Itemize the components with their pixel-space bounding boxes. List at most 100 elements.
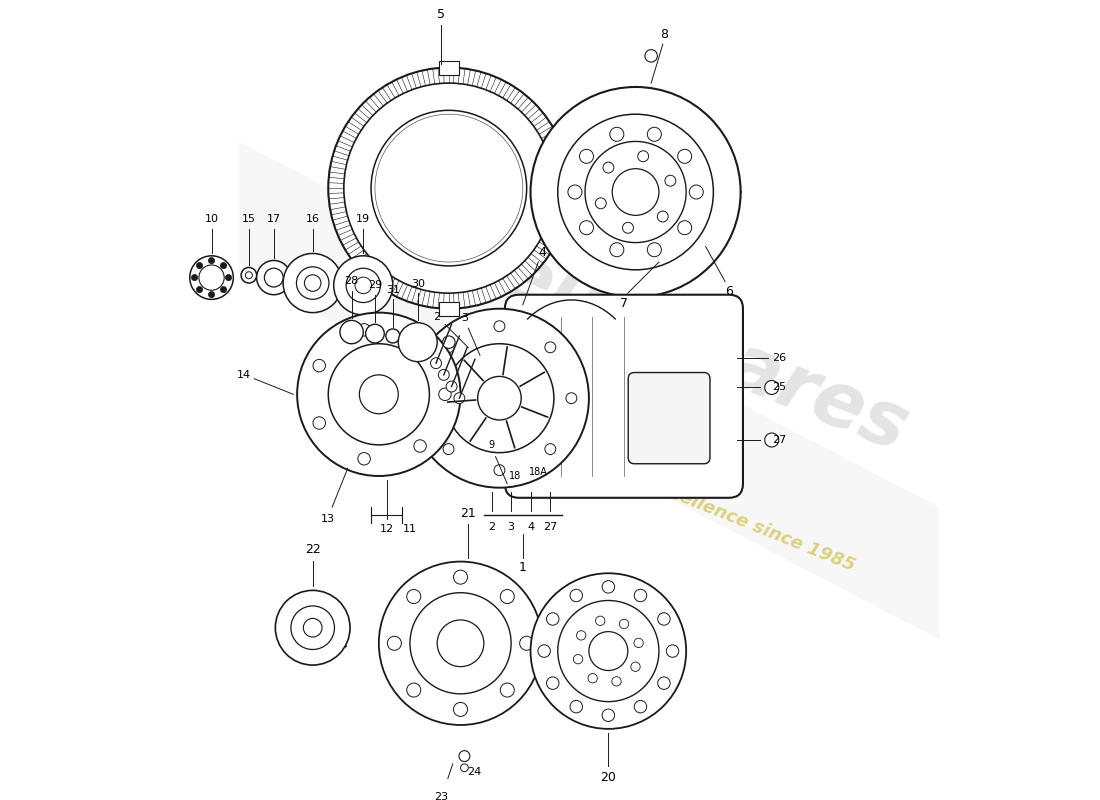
Circle shape bbox=[570, 590, 583, 602]
Circle shape bbox=[530, 87, 740, 297]
Bar bbox=[439, 302, 459, 316]
Circle shape bbox=[360, 375, 398, 414]
Circle shape bbox=[419, 158, 478, 218]
Text: 5: 5 bbox=[437, 8, 446, 21]
Text: a passion for excellence since 1985: a passion for excellence since 1985 bbox=[517, 423, 857, 575]
Circle shape bbox=[547, 677, 559, 690]
Circle shape bbox=[630, 662, 640, 671]
Circle shape bbox=[619, 619, 629, 629]
Text: 11: 11 bbox=[403, 524, 417, 534]
Circle shape bbox=[678, 150, 692, 163]
Text: 27: 27 bbox=[543, 522, 557, 531]
Text: 1: 1 bbox=[519, 562, 527, 574]
Circle shape bbox=[647, 127, 661, 142]
Circle shape bbox=[453, 702, 468, 717]
Circle shape bbox=[328, 67, 570, 309]
Circle shape bbox=[191, 274, 198, 281]
Circle shape bbox=[197, 286, 202, 293]
Circle shape bbox=[395, 134, 504, 242]
Circle shape bbox=[358, 453, 371, 465]
Circle shape bbox=[461, 764, 469, 772]
Circle shape bbox=[570, 701, 583, 713]
Text: 28: 28 bbox=[344, 277, 359, 286]
Circle shape bbox=[678, 221, 692, 234]
Circle shape bbox=[658, 211, 668, 222]
Circle shape bbox=[407, 590, 421, 603]
Circle shape bbox=[443, 444, 454, 454]
Text: 20: 20 bbox=[601, 770, 616, 784]
Circle shape bbox=[344, 83, 554, 293]
Circle shape bbox=[442, 336, 455, 349]
Circle shape bbox=[494, 465, 505, 476]
Circle shape bbox=[197, 262, 202, 269]
Circle shape bbox=[602, 709, 615, 722]
Text: 9: 9 bbox=[488, 440, 495, 450]
Circle shape bbox=[378, 118, 519, 258]
Circle shape bbox=[580, 150, 594, 163]
Circle shape bbox=[386, 329, 399, 343]
Text: 13: 13 bbox=[321, 514, 336, 524]
Circle shape bbox=[538, 645, 550, 658]
Circle shape bbox=[576, 630, 586, 640]
Circle shape bbox=[346, 268, 381, 302]
Polygon shape bbox=[239, 142, 939, 639]
Circle shape bbox=[580, 221, 594, 234]
Circle shape bbox=[355, 277, 372, 294]
Circle shape bbox=[275, 590, 350, 665]
Circle shape bbox=[398, 322, 437, 362]
Circle shape bbox=[623, 222, 634, 234]
Text: 30: 30 bbox=[410, 279, 425, 289]
Circle shape bbox=[638, 150, 649, 162]
FancyBboxPatch shape bbox=[628, 373, 710, 464]
Circle shape bbox=[667, 645, 679, 658]
Circle shape bbox=[199, 265, 224, 290]
Circle shape bbox=[609, 242, 624, 257]
Text: euroPares: euroPares bbox=[490, 236, 918, 467]
Text: 18: 18 bbox=[509, 471, 521, 481]
Circle shape bbox=[658, 677, 670, 690]
Circle shape bbox=[612, 677, 621, 686]
Circle shape bbox=[208, 258, 214, 264]
Text: 21: 21 bbox=[461, 507, 476, 520]
Text: 8: 8 bbox=[660, 27, 669, 41]
Text: 18A: 18A bbox=[529, 467, 548, 477]
Circle shape bbox=[613, 169, 659, 215]
Circle shape bbox=[566, 393, 576, 404]
Circle shape bbox=[645, 50, 658, 62]
Text: 29: 29 bbox=[367, 280, 382, 290]
Circle shape bbox=[602, 581, 615, 593]
Text: 2: 2 bbox=[488, 522, 495, 531]
Circle shape bbox=[635, 701, 647, 713]
Text: 31: 31 bbox=[386, 285, 399, 295]
Circle shape bbox=[603, 162, 614, 173]
Circle shape bbox=[208, 291, 214, 298]
Circle shape bbox=[190, 256, 233, 299]
Text: 4: 4 bbox=[538, 246, 547, 259]
Circle shape bbox=[588, 632, 628, 670]
Text: 2: 2 bbox=[433, 311, 441, 322]
Circle shape bbox=[407, 683, 421, 697]
Circle shape bbox=[371, 110, 527, 266]
Circle shape bbox=[635, 590, 647, 602]
Circle shape bbox=[595, 198, 606, 209]
Circle shape bbox=[595, 616, 605, 626]
Text: 4: 4 bbox=[527, 522, 535, 531]
Circle shape bbox=[558, 114, 714, 270]
Circle shape bbox=[296, 266, 329, 299]
Circle shape bbox=[634, 638, 643, 648]
Text: 7: 7 bbox=[620, 297, 628, 310]
Circle shape bbox=[439, 388, 451, 401]
Circle shape bbox=[422, 393, 433, 404]
Circle shape bbox=[544, 444, 556, 454]
Circle shape bbox=[454, 393, 465, 404]
Circle shape bbox=[500, 590, 515, 603]
Circle shape bbox=[358, 324, 371, 336]
Circle shape bbox=[226, 274, 232, 281]
Circle shape bbox=[241, 267, 256, 283]
Circle shape bbox=[477, 377, 521, 420]
Text: 6: 6 bbox=[725, 285, 733, 298]
Circle shape bbox=[304, 618, 322, 637]
Circle shape bbox=[264, 268, 283, 287]
Circle shape bbox=[558, 601, 659, 702]
Text: 16: 16 bbox=[306, 214, 320, 224]
